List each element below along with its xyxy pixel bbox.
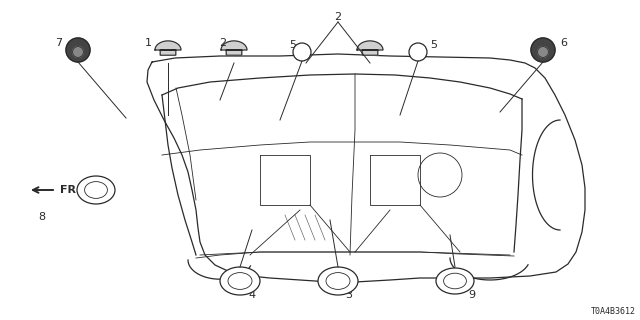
Text: 3: 3 <box>345 290 352 300</box>
Ellipse shape <box>77 176 115 204</box>
Text: 4: 4 <box>248 290 255 300</box>
Circle shape <box>72 47 83 57</box>
Circle shape <box>293 43 311 61</box>
Text: 5: 5 <box>289 40 296 50</box>
Text: 2: 2 <box>335 12 342 22</box>
Circle shape <box>66 38 90 62</box>
Ellipse shape <box>436 268 474 294</box>
Ellipse shape <box>220 267 260 295</box>
Text: 6: 6 <box>560 38 567 48</box>
Ellipse shape <box>318 267 358 295</box>
Circle shape <box>538 47 548 57</box>
Text: FR.: FR. <box>60 185 81 195</box>
Text: T0A4B3612: T0A4B3612 <box>591 307 636 316</box>
Text: 2: 2 <box>219 38 226 48</box>
Text: 5: 5 <box>430 40 437 50</box>
Text: 8: 8 <box>38 212 45 222</box>
Polygon shape <box>221 41 247 55</box>
Text: 9: 9 <box>468 290 475 300</box>
Polygon shape <box>357 41 383 55</box>
Polygon shape <box>155 41 181 55</box>
Circle shape <box>531 38 555 62</box>
Text: 7: 7 <box>55 38 62 48</box>
Circle shape <box>409 43 427 61</box>
Text: 1: 1 <box>145 38 152 48</box>
